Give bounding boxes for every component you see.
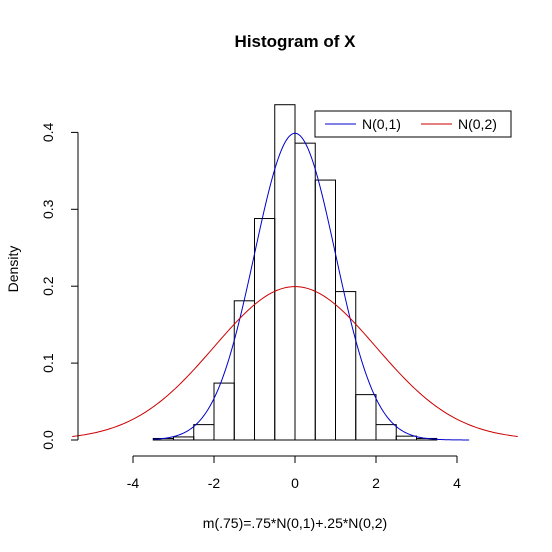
histogram-bar-12 bbox=[395, 435, 417, 441]
legend-label: N(0,2) bbox=[458, 116, 497, 132]
histogram-bar-8 bbox=[314, 179, 336, 441]
y-tick-label: 0.1 bbox=[40, 353, 56, 373]
histogram-bar-9 bbox=[335, 291, 357, 441]
chart-title: Histogram of X bbox=[235, 32, 357, 51]
histogram-bar-11 bbox=[375, 424, 397, 441]
legend-label: N(0,1) bbox=[362, 116, 401, 132]
x-tick-label: 0 bbox=[291, 475, 299, 491]
y-axis: 0.0 0.1 0.2 0.3 0.4 bbox=[40, 122, 79, 450]
y-tick-label: 0.4 bbox=[40, 122, 56, 142]
legend: N(0,1) N(0,2) bbox=[314, 110, 512, 138]
x-tick-label: -4 bbox=[127, 475, 140, 491]
histogram-bars bbox=[152, 104, 438, 441]
x-tick-label: 4 bbox=[453, 475, 461, 491]
density-curve-n01 bbox=[153, 132, 470, 441]
density-curve-n02 bbox=[72, 286, 518, 437]
histogram-bar-10 bbox=[355, 394, 377, 441]
histogram-bar-2 bbox=[193, 424, 215, 441]
histogram-bar-7 bbox=[294, 142, 316, 441]
x-tick-label: 2 bbox=[372, 475, 380, 491]
y-tick-label: 0.3 bbox=[40, 199, 56, 219]
x-axis-label: m(.75)=.75*N(0,1)+.25*N(0,2) bbox=[203, 515, 387, 531]
y-tick-label: 0.0 bbox=[40, 430, 56, 450]
histogram-bar-1 bbox=[173, 436, 195, 441]
histogram-bar-5 bbox=[254, 218, 276, 441]
x-tick-label: -2 bbox=[208, 475, 221, 491]
density-curves bbox=[72, 132, 518, 441]
y-axis-label: Density bbox=[5, 246, 21, 293]
y-tick-label: 0.2 bbox=[40, 276, 56, 296]
x-axis: -4 -2 0 2 4 bbox=[127, 455, 461, 491]
histogram-bar-6 bbox=[274, 104, 296, 441]
